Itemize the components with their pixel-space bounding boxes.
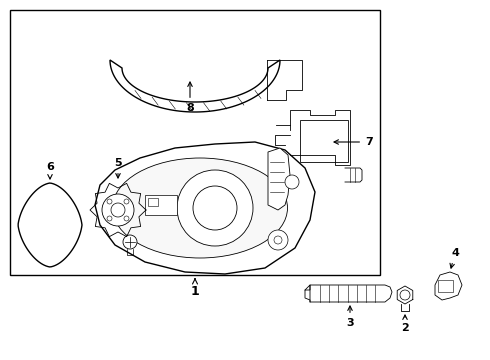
Circle shape (107, 216, 112, 221)
Ellipse shape (113, 158, 288, 258)
Circle shape (400, 290, 410, 300)
Circle shape (268, 230, 288, 250)
Text: 2: 2 (401, 315, 409, 333)
Text: 3: 3 (346, 306, 354, 328)
Polygon shape (435, 272, 462, 300)
Text: 7: 7 (334, 137, 373, 147)
Circle shape (123, 235, 137, 249)
Circle shape (274, 236, 282, 244)
Polygon shape (268, 148, 290, 210)
Text: 1: 1 (191, 279, 199, 298)
Text: 5: 5 (114, 158, 122, 178)
Circle shape (193, 186, 237, 230)
Bar (438, 280, 453, 292)
Polygon shape (305, 285, 392, 302)
Circle shape (177, 170, 253, 246)
Polygon shape (110, 60, 280, 112)
Text: 4: 4 (450, 248, 459, 268)
Circle shape (285, 175, 299, 189)
Bar (145, 195, 177, 215)
Circle shape (124, 199, 129, 204)
Circle shape (111, 203, 125, 217)
Bar (300, 120, 348, 162)
Bar (10, 10, 380, 275)
Text: 8: 8 (186, 82, 194, 113)
Circle shape (124, 216, 129, 221)
Bar (148, 198, 158, 206)
Polygon shape (95, 142, 315, 274)
Text: 6: 6 (46, 162, 54, 179)
Polygon shape (18, 183, 82, 267)
Circle shape (102, 194, 134, 226)
Circle shape (107, 199, 112, 204)
